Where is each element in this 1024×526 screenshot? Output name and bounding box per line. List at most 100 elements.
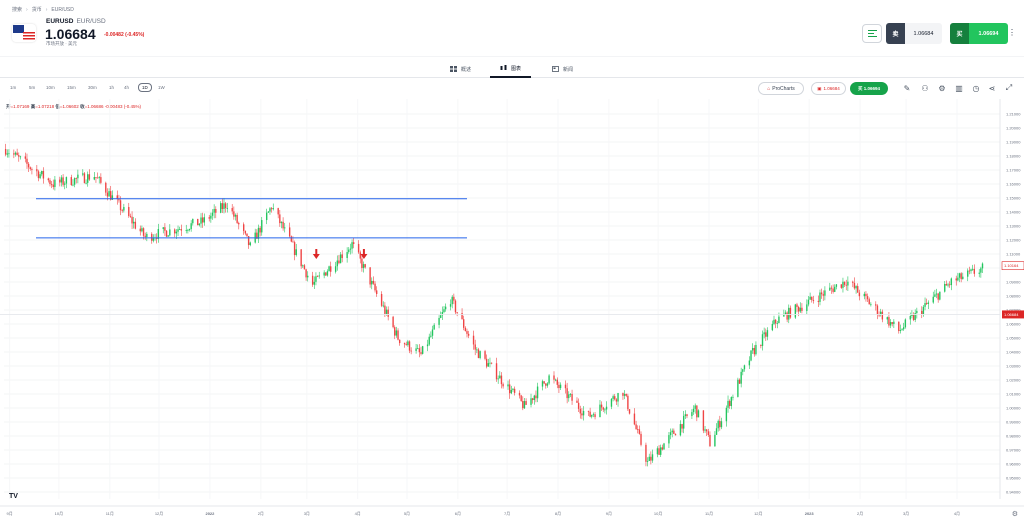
candle bbox=[548, 375, 550, 384]
candle bbox=[945, 283, 948, 286]
candle bbox=[899, 330, 902, 332]
candle bbox=[858, 292, 861, 297]
timeframe-15m[interactable]: 15m bbox=[67, 85, 76, 90]
timeframe-1m[interactable]: 1m bbox=[10, 85, 17, 90]
candle bbox=[277, 208, 279, 215]
tab-news-label: 新闻 bbox=[563, 66, 574, 73]
candle bbox=[760, 344, 762, 346]
candle bbox=[832, 288, 834, 292]
candle bbox=[784, 312, 787, 315]
ohlc-close: 1.06686 bbox=[87, 104, 104, 109]
candle bbox=[201, 217, 204, 223]
candle bbox=[978, 272, 980, 274]
settings-icon[interactable]: ⚙ bbox=[938, 83, 946, 93]
candle bbox=[686, 414, 688, 417]
instrument-name: EUR/USD bbox=[76, 18, 106, 25]
timeframe-1d[interactable]: 1D bbox=[138, 83, 152, 92]
candle bbox=[673, 430, 675, 434]
candle bbox=[417, 348, 419, 350]
tab-overview[interactable]: 概述 bbox=[440, 60, 481, 78]
more-vertical-icon[interactable]: ⋮ bbox=[1008, 28, 1016, 37]
tab-chart[interactable]: 图表 bbox=[490, 60, 532, 78]
candle bbox=[646, 461, 649, 462]
candle bbox=[421, 346, 424, 354]
breadcrumb-search[interactable]: 搜索 bbox=[12, 7, 23, 13]
candle bbox=[110, 191, 112, 200]
candle bbox=[922, 306, 925, 315]
y-tick-label: 0.98000 bbox=[1006, 434, 1021, 439]
price-chart[interactable]: 1.21000 1.20000 1.19000 1.18000 1.17000 1.160… bbox=[0, 99, 1024, 521]
y-tick-label: 1.01000 bbox=[1006, 392, 1021, 397]
candle bbox=[165, 230, 168, 237]
candle bbox=[280, 221, 283, 224]
candle bbox=[41, 170, 43, 175]
candle bbox=[357, 243, 360, 253]
candle bbox=[766, 330, 769, 337]
chart-sell-button[interactable]: ▣ 1.06684 bbox=[811, 82, 846, 95]
timeframe-1h[interactable]: 1h bbox=[109, 85, 115, 90]
gear-icon[interactable]: ⚙ bbox=[1011, 511, 1018, 518]
candle bbox=[14, 152, 17, 155]
y-tick-label: 1.04000 bbox=[1006, 350, 1021, 355]
candle bbox=[59, 179, 61, 183]
candle bbox=[809, 296, 811, 300]
candle bbox=[238, 222, 240, 225]
candle bbox=[164, 227, 166, 231]
prochart-button[interactable]: ⌂ ProCharts bbox=[758, 82, 804, 95]
candle bbox=[93, 177, 95, 180]
timeframe-5m[interactable]: 5m bbox=[29, 85, 36, 90]
sell-button[interactable]: 卖 1.06684 bbox=[886, 23, 942, 44]
x-tick-label: 2月 bbox=[258, 511, 264, 516]
pencil-icon[interactable]: ✎ bbox=[903, 83, 911, 93]
candlestick-chart[interactable]: 1.21000 1.20000 1.19000 1.18000 1.17000 1.160… bbox=[0, 99, 1024, 521]
y-tick-label: 1.18000 bbox=[1006, 154, 1021, 159]
candle bbox=[535, 395, 537, 399]
breadcrumb-currencies[interactable]: 货币 bbox=[31, 7, 42, 13]
order-book-button[interactable] bbox=[862, 24, 882, 43]
candle bbox=[853, 282, 856, 289]
chart-type-icon[interactable]: ▥ bbox=[955, 83, 963, 93]
candle bbox=[259, 227, 261, 233]
candle bbox=[663, 443, 665, 450]
timeframe-30m[interactable]: 30m bbox=[88, 85, 97, 90]
candle bbox=[845, 284, 847, 286]
tab-news[interactable]: 新闻 bbox=[542, 60, 583, 78]
candle bbox=[881, 311, 884, 320]
candle bbox=[773, 319, 775, 324]
timeframe-1w[interactable]: 1W bbox=[158, 85, 165, 90]
candle bbox=[443, 309, 445, 313]
candle bbox=[141, 228, 143, 232]
candle bbox=[705, 429, 708, 432]
candle bbox=[806, 304, 808, 311]
x-tick-label: 5月 bbox=[404, 511, 410, 516]
candle bbox=[681, 424, 683, 429]
share-icon[interactable]: ⋖ bbox=[988, 83, 996, 93]
candle bbox=[18, 155, 20, 157]
fullscreen-icon[interactable]: ⤢ bbox=[1005, 83, 1013, 92]
buy-button[interactable]: 买 1.06694 bbox=[950, 23, 1008, 44]
candle bbox=[740, 371, 742, 384]
candle bbox=[131, 216, 133, 224]
candle bbox=[738, 379, 741, 384]
chart-toolbar: 1m 5m 10m 15m 30m 1h 4h 1D 1W ⌂ ProChart… bbox=[0, 80, 1024, 98]
candle bbox=[571, 394, 573, 401]
candle bbox=[6, 153, 8, 155]
candle bbox=[797, 307, 800, 312]
indicators-icon[interactable]: ⚇ bbox=[921, 83, 929, 93]
chart-buy-button[interactable]: 买 1.06694 bbox=[850, 82, 888, 95]
timeframe-4h[interactable]: 4h bbox=[124, 85, 130, 90]
candle bbox=[463, 319, 465, 328]
y-tick-label: 1.11000 bbox=[1006, 252, 1021, 257]
candle bbox=[554, 379, 557, 381]
candle bbox=[311, 275, 314, 285]
y-tick-label: 1.06000 bbox=[1006, 322, 1021, 327]
candle bbox=[737, 379, 739, 397]
candle bbox=[566, 388, 568, 399]
clock-icon[interactable]: ◷ bbox=[972, 83, 980, 93]
candle bbox=[300, 249, 302, 267]
candle bbox=[870, 304, 872, 306]
candle bbox=[935, 293, 938, 295]
timeframe-10m[interactable]: 10m bbox=[46, 85, 55, 90]
candle bbox=[489, 362, 491, 364]
candle bbox=[579, 408, 581, 414]
